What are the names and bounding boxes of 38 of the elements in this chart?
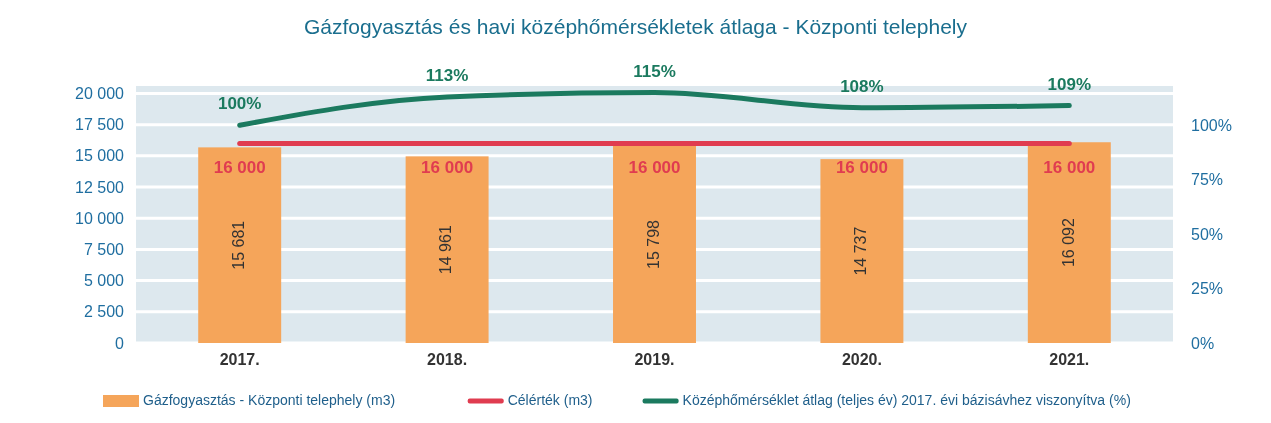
y-tick-label: 7 500 bbox=[83, 241, 125, 259]
data-label: 113% bbox=[425, 65, 469, 85]
data-label: 16 000 bbox=[421, 158, 474, 178]
y2-tick-label: 25% bbox=[1191, 280, 1224, 298]
legend-label: Gázfogyasztás - Központi telephely (m3) bbox=[143, 391, 396, 408]
y2-tick-label: 100% bbox=[1191, 116, 1232, 134]
data-label: 100% bbox=[217, 94, 262, 114]
chart-title: Gázfogyasztás és havi középhőmérsékletek átlaga - Központi telephely bbox=[303, 15, 968, 38]
y-tick-label: 0 bbox=[115, 334, 125, 352]
data-label: 115% bbox=[633, 61, 676, 81]
data-label: 109% bbox=[1047, 74, 1092, 94]
data-label: 16 000 bbox=[628, 158, 681, 178]
y-tick-label: 5 000 bbox=[83, 272, 125, 290]
data-label: 16 092 bbox=[1059, 218, 1077, 268]
y-tick-label: 12 500 bbox=[75, 178, 125, 196]
data-label: 15 681 bbox=[229, 220, 247, 270]
data-label: 14 737 bbox=[852, 226, 870, 276]
data-label: 108% bbox=[840, 76, 884, 96]
x-tick-label: 2017. bbox=[219, 351, 260, 368]
y2-tick-label: 0% bbox=[1191, 334, 1215, 352]
x-tick-label: 2019. bbox=[634, 351, 675, 368]
y-tick-label: 2 500 bbox=[83, 303, 125, 321]
y-tick-label: 20 000 bbox=[75, 85, 125, 103]
legend-label: Középhőmérséklet átlag (teljes év) 2017. évi bázisávhez viszonyítva (%) bbox=[682, 391, 1131, 408]
y-tick-label: 15 000 bbox=[75, 147, 125, 165]
data-label: 16 000 bbox=[835, 158, 888, 178]
data-label: 15 798 bbox=[644, 219, 662, 269]
data-label: 16 000 bbox=[213, 158, 266, 178]
y2-tick-label: 75% bbox=[1191, 171, 1224, 189]
y2-tick-label: 50% bbox=[1191, 225, 1224, 243]
x-tick-label: 2020. bbox=[841, 351, 882, 368]
x-tick-label: 2021. bbox=[1049, 351, 1090, 368]
legend-label: Célérték (m3) bbox=[507, 391, 593, 408]
x-tick-label: 2018. bbox=[427, 351, 468, 368]
y-tick-label: 10 000 bbox=[75, 209, 125, 227]
data-label: 14 961 bbox=[437, 225, 455, 275]
data-label: 16 000 bbox=[1043, 158, 1096, 178]
y-tick-label: 17 500 bbox=[75, 116, 125, 134]
